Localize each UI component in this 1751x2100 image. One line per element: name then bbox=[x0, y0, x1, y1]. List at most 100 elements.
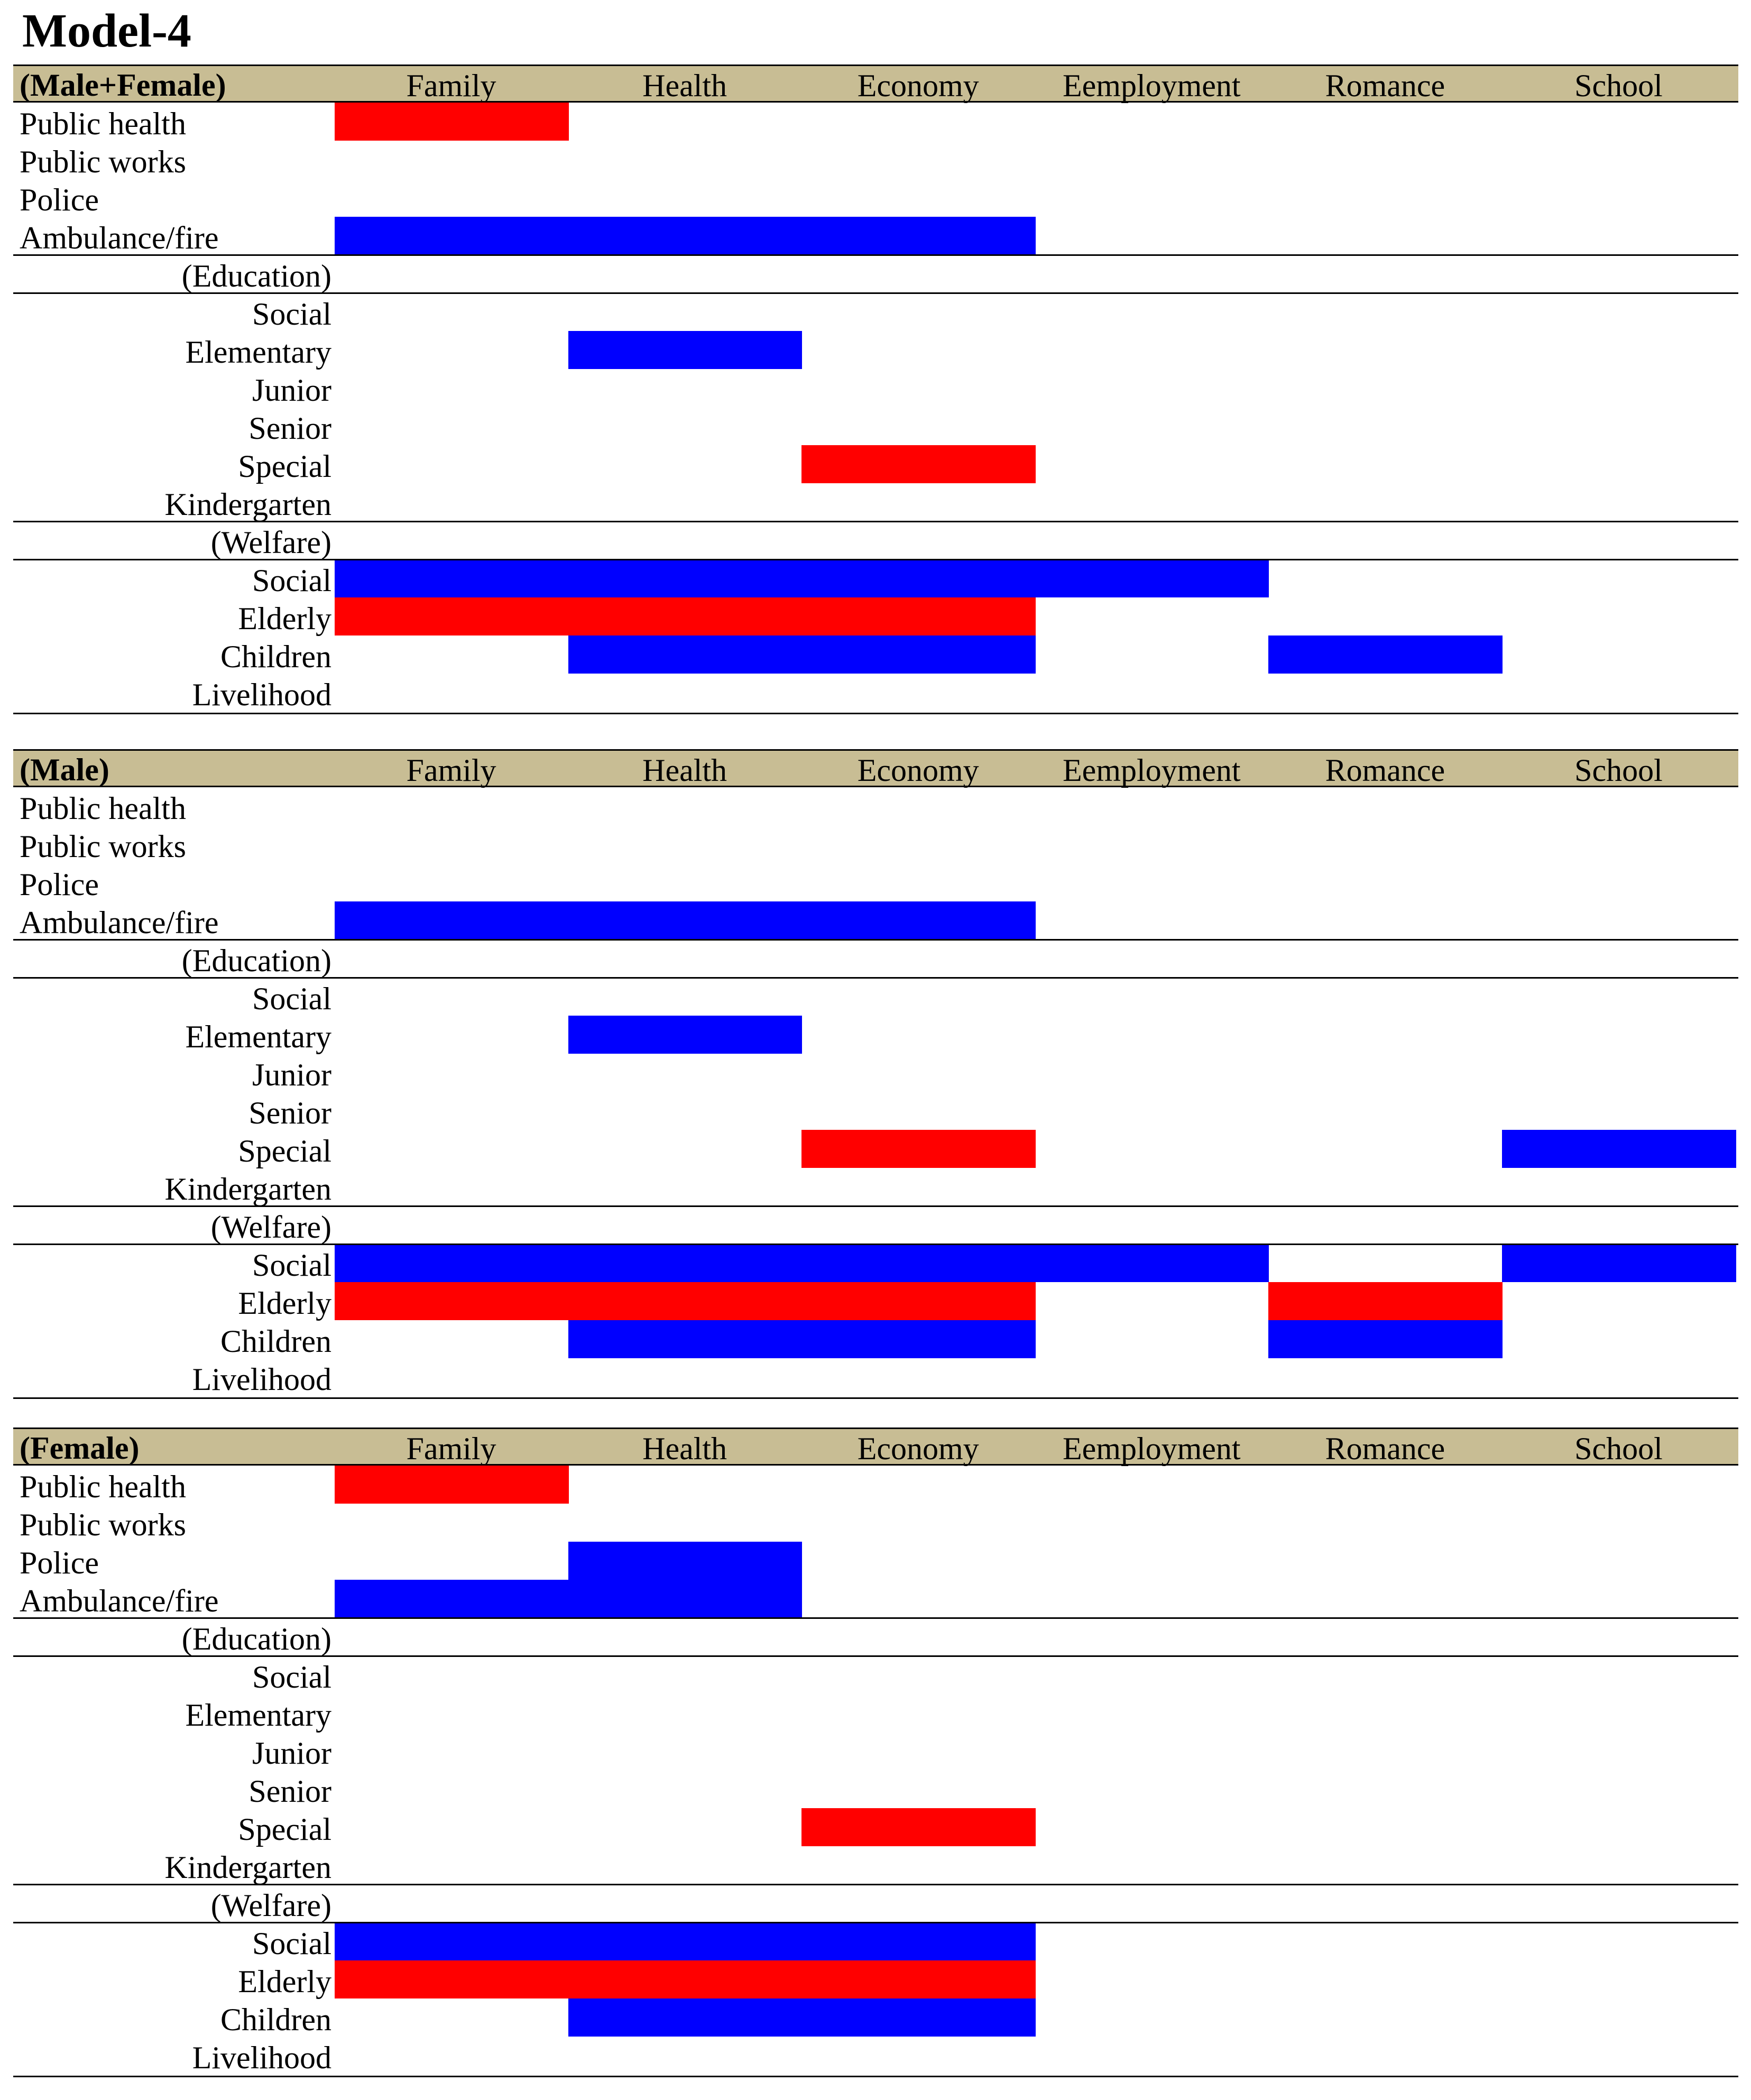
row-label: Public works bbox=[20, 829, 186, 864]
column-label: Romance bbox=[1325, 753, 1445, 788]
row-label: (Welfare) bbox=[210, 525, 331, 560]
row-label: Special bbox=[238, 1134, 331, 1168]
row-label: Social bbox=[252, 981, 331, 1016]
row-label: Special bbox=[238, 449, 331, 484]
heatmap-cell bbox=[568, 635, 803, 674]
row-label: (Welfare) bbox=[210, 1888, 331, 1923]
row-label: Ambulance/fire bbox=[20, 220, 219, 255]
heatmap-cell bbox=[568, 559, 803, 597]
row-label: Kindergarten bbox=[164, 1850, 331, 1885]
section-divider bbox=[13, 1205, 1738, 1207]
row-label: Senior bbox=[248, 1095, 331, 1130]
column-label: Family bbox=[406, 753, 496, 788]
heatmap-cell bbox=[335, 1466, 569, 1504]
heatmap-cell bbox=[335, 1244, 569, 1282]
heatmap-cell bbox=[1035, 1244, 1269, 1282]
heatmap-cell bbox=[568, 901, 803, 940]
panel-header: (Female) Family Health Economy Eemployment Ro… bbox=[13, 1427, 1738, 1466]
section-divider bbox=[13, 1244, 1738, 1245]
panel-header: (Male) Family Health Economy Eemployment Roma… bbox=[13, 749, 1738, 788]
heatmap-panel: (Male) Family Health Economy Eemployment Roma… bbox=[13, 749, 1738, 1399]
section-divider bbox=[13, 254, 1738, 256]
heatmap-cell bbox=[801, 559, 1036, 597]
row-label: Children bbox=[220, 1324, 331, 1359]
panel-bottom-rule bbox=[13, 1397, 1738, 1399]
row-label: Social bbox=[252, 1926, 331, 1961]
heatmap-cell bbox=[568, 1244, 803, 1282]
row-label: Ambulance/fire bbox=[20, 1583, 219, 1618]
row-label: Police bbox=[20, 1545, 99, 1580]
heatmap-cell bbox=[1268, 635, 1503, 674]
row-label: Elementary bbox=[185, 1019, 331, 1054]
section-divider bbox=[13, 1922, 1738, 1923]
heatmap-cell bbox=[568, 597, 803, 635]
heatmap-cell bbox=[1035, 559, 1269, 597]
row-label: Livelihood bbox=[192, 1362, 331, 1397]
heatmap-cell bbox=[568, 1282, 803, 1320]
column-label: Eemployment bbox=[1063, 68, 1241, 103]
section-divider bbox=[13, 292, 1738, 294]
heatmap-panel: (Male+Female) Family Health Economy Eemploym… bbox=[13, 65, 1738, 714]
heatmap-cell bbox=[801, 1320, 1036, 1358]
heatmap-cell bbox=[801, 1922, 1036, 1960]
column-label: School bbox=[1574, 753, 1663, 788]
heatmap-cell bbox=[568, 1580, 803, 1618]
heatmap-cell bbox=[335, 901, 569, 940]
panel-header: (Male+Female) Family Health Economy Eemploym… bbox=[13, 65, 1738, 103]
row-label: Junior bbox=[252, 1057, 331, 1092]
row-label: Social bbox=[252, 1660, 331, 1694]
section-divider bbox=[13, 1884, 1738, 1885]
heatmap-cell bbox=[568, 1320, 803, 1358]
column-label: Eemployment bbox=[1063, 1431, 1241, 1466]
row-label: Livelihood bbox=[192, 2040, 331, 2075]
row-label: Livelihood bbox=[192, 677, 331, 712]
column-label: Romance bbox=[1325, 1431, 1445, 1466]
group-label: (Male) bbox=[20, 752, 109, 787]
row-label: Ambulance/fire bbox=[20, 905, 219, 940]
heatmap-cell bbox=[568, 331, 803, 369]
heatmap-cell bbox=[335, 1922, 569, 1960]
column-label: Health bbox=[642, 753, 727, 788]
row-label: Children bbox=[220, 2002, 331, 2037]
heatmap-cell bbox=[1268, 1282, 1503, 1320]
row-label: Public works bbox=[20, 144, 186, 179]
heatmap-cell bbox=[335, 559, 569, 597]
row-label: Senior bbox=[248, 1774, 331, 1809]
row-label: Public health bbox=[20, 791, 186, 826]
column-label: Romance bbox=[1325, 68, 1445, 103]
column-label: Family bbox=[406, 68, 496, 103]
row-label: Public works bbox=[20, 1507, 186, 1542]
heatmap-cell bbox=[801, 1998, 1036, 2037]
heatmap-cell bbox=[335, 1580, 569, 1618]
group-label: (Male+Female) bbox=[20, 68, 226, 103]
heatmap-cell bbox=[1268, 1320, 1503, 1358]
heatmap-cell bbox=[801, 1244, 1036, 1282]
section-divider bbox=[13, 977, 1738, 979]
row-label: Social bbox=[252, 297, 331, 331]
heatmap-cell bbox=[568, 1960, 803, 1998]
heatmap-cell bbox=[801, 597, 1036, 635]
row-label: (Welfare) bbox=[210, 1210, 331, 1245]
column-label: School bbox=[1574, 1431, 1663, 1466]
row-label: Public health bbox=[20, 1469, 186, 1504]
row-label: Elderly bbox=[238, 1286, 331, 1321]
row-label: Elementary bbox=[185, 335, 331, 370]
heatmap-panel: (Female) Family Health Economy Eemployment Ro… bbox=[13, 1427, 1738, 2077]
panel-bottom-rule bbox=[13, 2076, 1738, 2077]
row-label: (Education) bbox=[181, 1622, 331, 1656]
row-label: Kindergarten bbox=[164, 487, 331, 522]
row-label: Special bbox=[238, 1812, 331, 1847]
heatmap-cell bbox=[335, 1960, 569, 1998]
heatmap-cell bbox=[568, 1998, 803, 2037]
row-label: (Education) bbox=[181, 943, 331, 978]
column-label: School bbox=[1574, 68, 1663, 103]
heatmap-cell bbox=[335, 597, 569, 635]
heatmap-cell bbox=[335, 103, 569, 141]
heatmap-cell bbox=[1502, 1130, 1736, 1168]
heatmap-cell bbox=[568, 1922, 803, 1960]
column-label: Family bbox=[406, 1431, 496, 1466]
row-label: Police bbox=[20, 182, 99, 217]
section-divider bbox=[13, 521, 1738, 522]
row-label: Social bbox=[252, 1248, 331, 1283]
heatmap-cell bbox=[801, 1130, 1036, 1168]
